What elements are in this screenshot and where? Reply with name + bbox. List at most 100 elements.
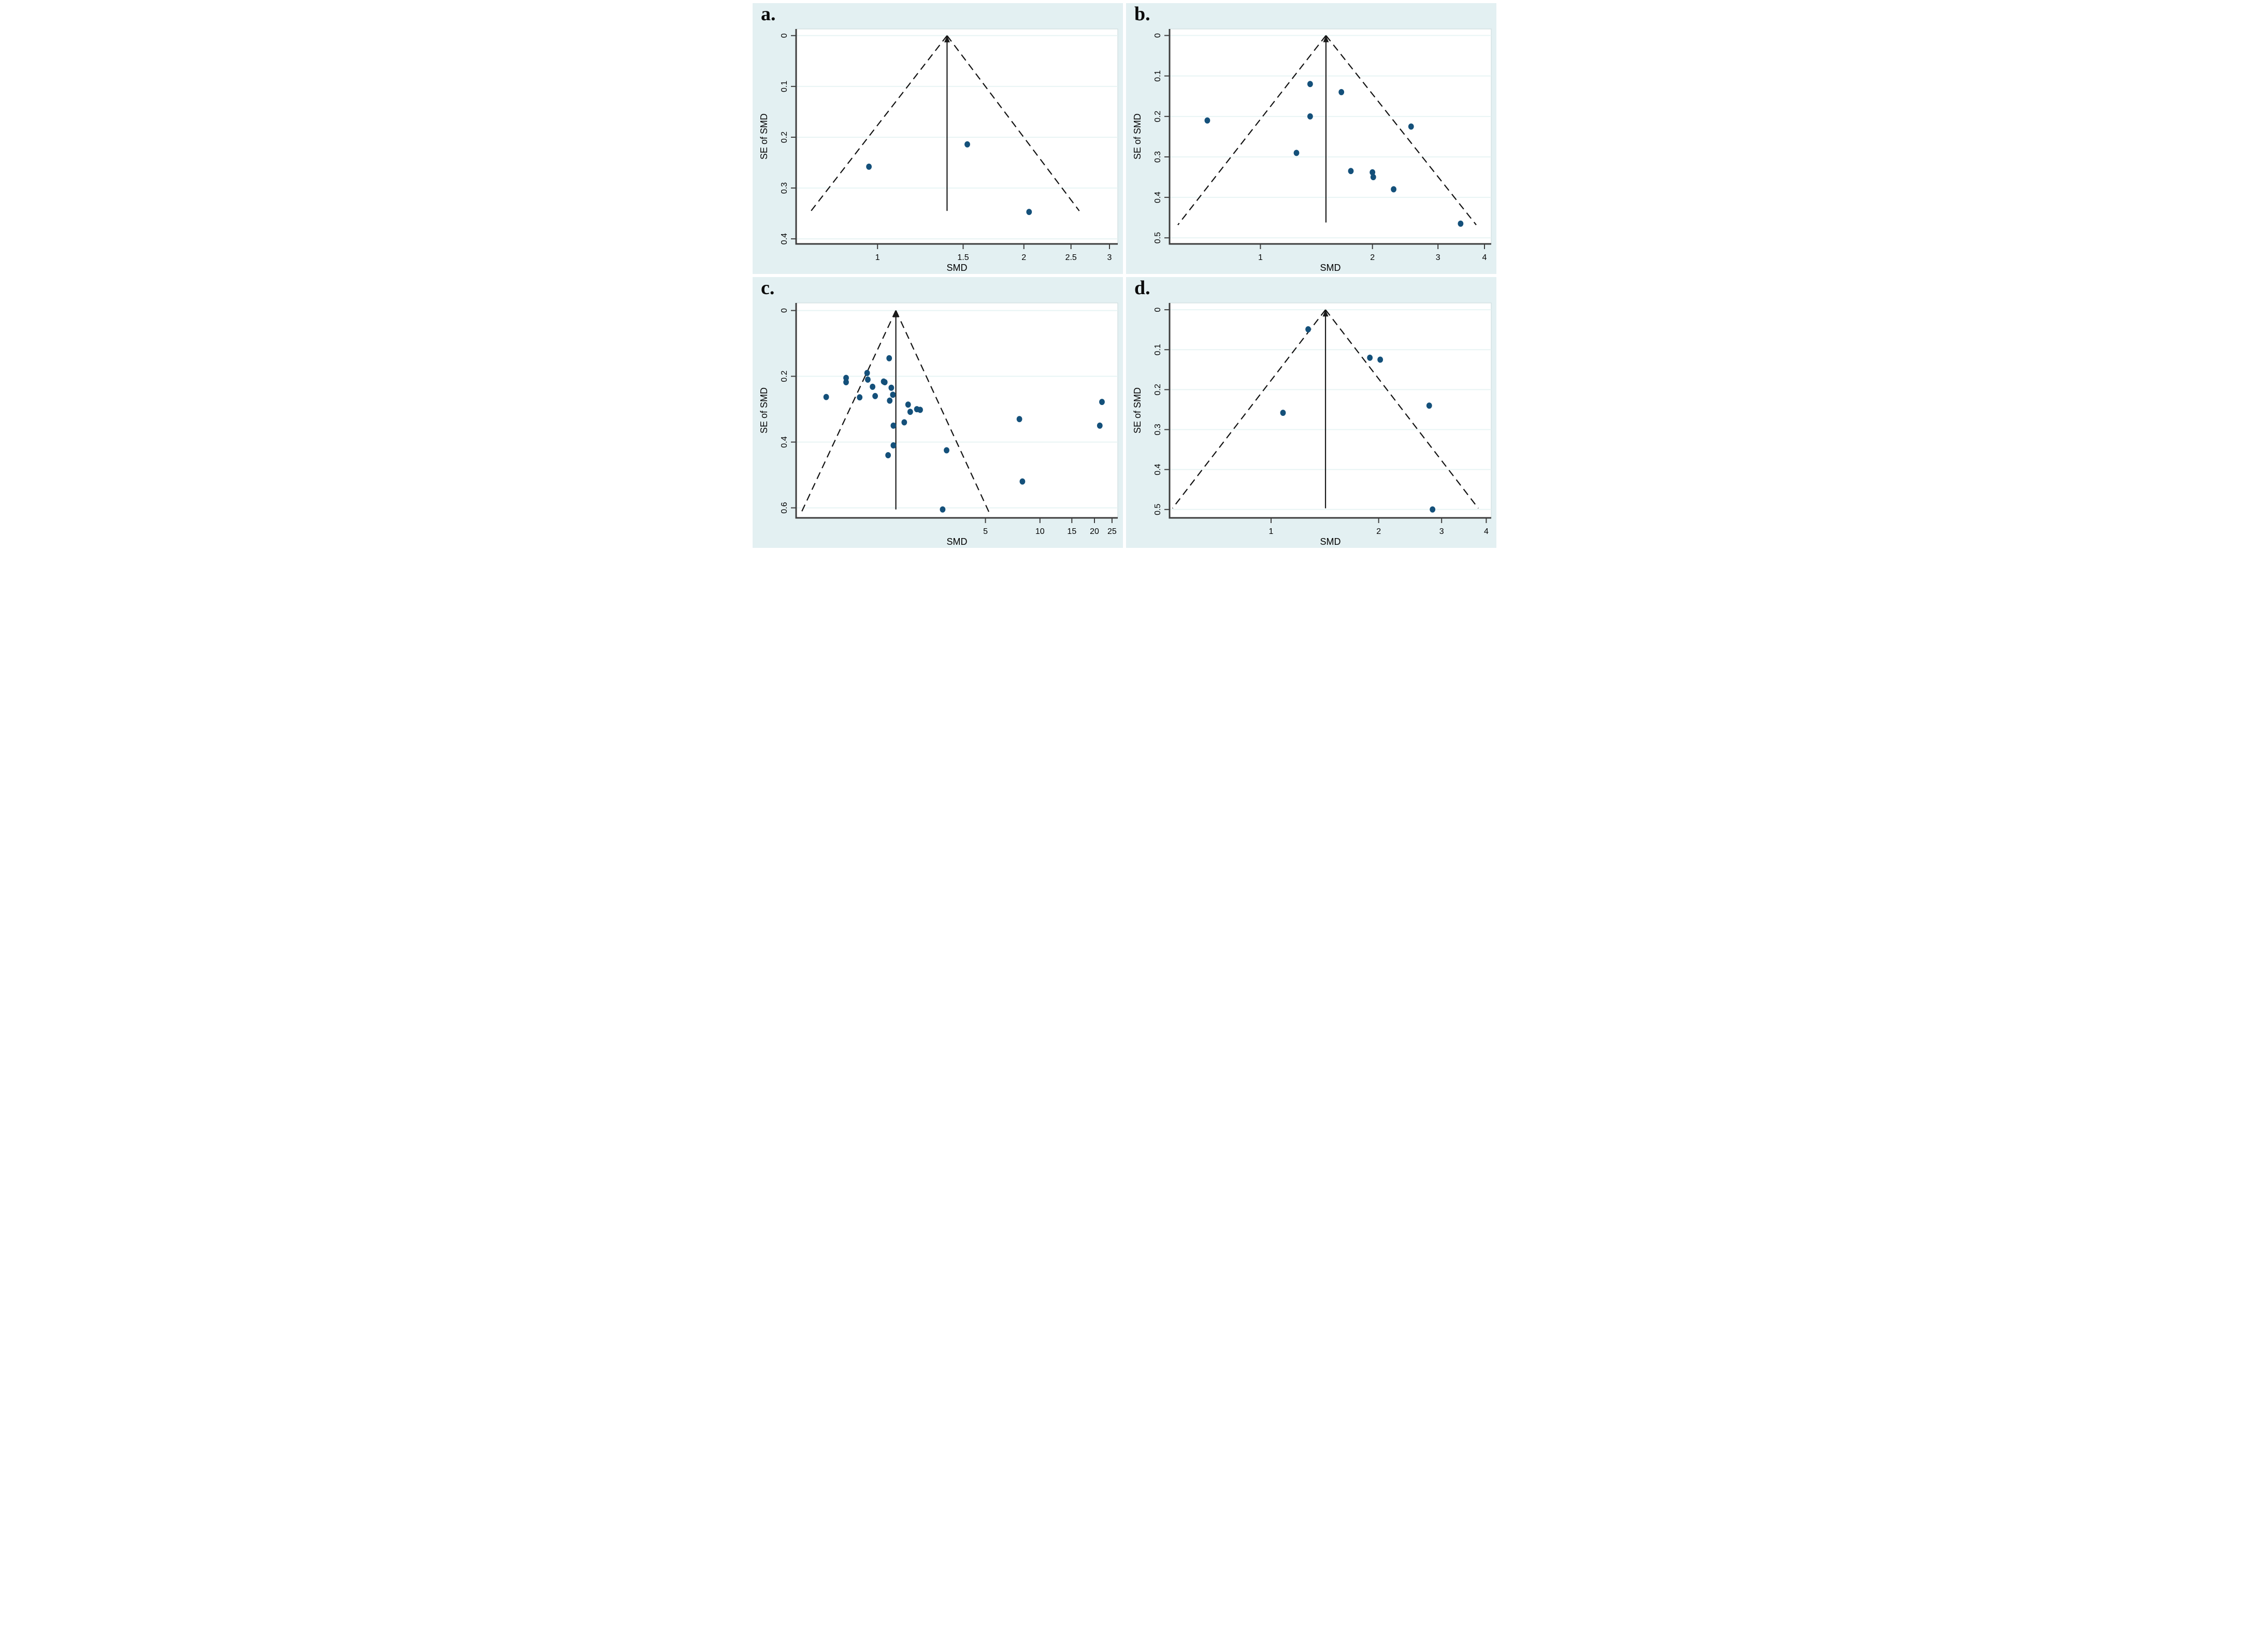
study-point bbox=[907, 409, 913, 415]
study-point bbox=[1338, 89, 1345, 95]
pooled-line-arrowhead bbox=[893, 310, 899, 317]
study-point bbox=[1305, 326, 1311, 332]
y-tick-label: 0.2 bbox=[1154, 384, 1162, 395]
y-tick-label: 0.1 bbox=[1154, 70, 1162, 81]
x-tick-label: 2.5 bbox=[1065, 253, 1077, 262]
funnel-panel-b: b. 0 0.1 0.2 0.3 0.4 0.5 1 2 3 4 SMD SE of SMD bbox=[1126, 3, 1496, 274]
plot-area bbox=[796, 28, 1118, 244]
funnel-limit-right bbox=[1325, 35, 1477, 225]
panel-label-b: b. bbox=[1134, 3, 1150, 25]
y-tick-label: 0.4 bbox=[1154, 192, 1162, 203]
study-point bbox=[886, 355, 892, 361]
y-tick-label: 0.4 bbox=[780, 436, 789, 447]
funnel-plot-svg: 0 0.1 0.2 0.3 0.4 1 1.5 2 2.5 3 SMD SE of SMD bbox=[759, 28, 1118, 273]
study-point bbox=[1430, 506, 1436, 513]
study-point bbox=[917, 407, 923, 413]
study-point bbox=[1016, 416, 1022, 423]
study-point bbox=[857, 394, 863, 401]
x-tick-label: 1 bbox=[1258, 253, 1263, 262]
study-point bbox=[1391, 186, 1396, 193]
x-tick-label: 3 bbox=[1107, 253, 1112, 262]
y-axis-title: SE of SMD bbox=[759, 387, 769, 433]
funnel-panel-c: c. 0 0.2 0.4 0.6 5 10 15 20 25 SMD SE of SMD bbox=[753, 277, 1123, 548]
funnel-limit-right bbox=[1325, 309, 1479, 509]
funnel-chart-b: 0 0.1 0.2 0.3 0.4 0.5 1 2 3 4 SMD SE of SMD bbox=[1126, 3, 1496, 274]
y-tick-label: 0 bbox=[1154, 33, 1162, 38]
funnel-limit-left bbox=[800, 310, 897, 513]
study-point bbox=[1408, 123, 1414, 130]
study-point bbox=[882, 379, 888, 385]
x-tick-label: 1 bbox=[1269, 527, 1274, 536]
x-tick-label: 4 bbox=[1484, 527, 1489, 536]
funnel-limit-right bbox=[895, 310, 990, 513]
y-tick-label: 0 bbox=[780, 33, 789, 38]
panel-label-a: a. bbox=[761, 3, 776, 25]
study-point bbox=[1377, 356, 1383, 363]
x-tick-label: 2 bbox=[1021, 253, 1026, 262]
study-point bbox=[1019, 478, 1026, 485]
pooled-line-arrowhead bbox=[1322, 310, 1329, 317]
funnel-chart-c: 0 0.2 0.4 0.6 5 10 15 20 25 SMD SE of SMD bbox=[753, 277, 1123, 548]
y-tick-label: 0.4 bbox=[1154, 463, 1162, 475]
panel-label-d: d. bbox=[1134, 277, 1150, 299]
funnel-limit-left bbox=[1177, 35, 1327, 225]
study-point bbox=[1367, 354, 1373, 361]
funnel-panel-d: d. 0 0.1 0.2 0.3 0.4 0.5 1 2 3 4 SMD SE of SMD bbox=[1126, 277, 1496, 548]
study-point bbox=[870, 383, 875, 390]
study-point bbox=[901, 419, 907, 426]
funnel-limit-right bbox=[946, 35, 1080, 211]
y-tick-label: 0.3 bbox=[1154, 424, 1162, 435]
study-point bbox=[1293, 150, 1300, 156]
study-point bbox=[1307, 113, 1313, 120]
funnel-plot-figure: a. 0 0.1 0.2 0.3 0.4 1 1.5 2 2.5 3 SMD SE of SMD b.… bbox=[749, 0, 1500, 551]
plot-area bbox=[1169, 28, 1492, 244]
x-tick-label: 15 bbox=[1067, 527, 1076, 536]
y-tick-label: 0.3 bbox=[1154, 151, 1162, 163]
y-tick-label: 0.2 bbox=[780, 370, 789, 382]
pooled-line-arrowhead bbox=[1323, 35, 1329, 42]
x-axis-title: SMD bbox=[947, 263, 968, 273]
study-point bbox=[843, 379, 849, 385]
study-point bbox=[944, 447, 949, 454]
funnel-plot-svg: 0 0.1 0.2 0.3 0.4 0.5 1 2 3 4 SMD SE of SMD bbox=[1132, 302, 1492, 547]
study-point bbox=[885, 452, 891, 458]
y-tick-label: 0.1 bbox=[1154, 344, 1162, 355]
study-point bbox=[1280, 410, 1286, 416]
study-point bbox=[843, 374, 849, 381]
funnel-limit-left bbox=[811, 35, 948, 211]
study-point bbox=[1369, 169, 1376, 176]
x-tick-label: 3 bbox=[1439, 527, 1444, 536]
x-tick-label: 3 bbox=[1436, 253, 1440, 262]
x-tick-label: 5 bbox=[983, 527, 988, 536]
study-point bbox=[1458, 220, 1464, 227]
y-tick-label: 0 bbox=[1154, 308, 1162, 312]
study-point bbox=[887, 397, 893, 404]
study-point bbox=[864, 370, 870, 376]
y-tick-label: 0.3 bbox=[780, 182, 789, 194]
y-axis-title: SE of SMD bbox=[1132, 113, 1143, 160]
study-point bbox=[940, 506, 946, 513]
x-tick-label: 2 bbox=[1370, 253, 1375, 262]
study-point bbox=[1026, 209, 1032, 215]
y-tick-label: 0 bbox=[780, 308, 789, 313]
study-point bbox=[890, 422, 897, 429]
y-tick-label: 0.5 bbox=[1154, 232, 1162, 243]
plot-area bbox=[1169, 302, 1492, 518]
funnel-panel-a: a. 0 0.1 0.2 0.3 0.4 1 1.5 2 2.5 3 SMD SE of SMD bbox=[753, 3, 1123, 274]
study-point bbox=[866, 163, 872, 170]
funnel-chart-d: 0 0.1 0.2 0.3 0.4 0.5 1 2 3 4 SMD SE of SMD bbox=[1126, 277, 1496, 548]
x-axis-title: SMD bbox=[1320, 263, 1341, 273]
funnel-chart-a: 0 0.1 0.2 0.3 0.4 1 1.5 2 2.5 3 SMD SE of SMD bbox=[753, 3, 1123, 274]
panel-label-c: c. bbox=[761, 277, 775, 299]
x-tick-label: 1 bbox=[875, 253, 880, 262]
study-point bbox=[1097, 422, 1103, 429]
study-point bbox=[1099, 399, 1105, 405]
y-tick-label: 0.2 bbox=[1154, 111, 1162, 122]
x-axis-title: SMD bbox=[1320, 537, 1341, 547]
x-tick-label: 4 bbox=[1482, 253, 1487, 262]
study-point bbox=[865, 376, 871, 383]
x-tick-label: 10 bbox=[1035, 527, 1045, 536]
study-point bbox=[890, 392, 896, 398]
x-axis-title: SMD bbox=[947, 537, 968, 547]
y-axis-title: SE of SMD bbox=[759, 113, 769, 160]
